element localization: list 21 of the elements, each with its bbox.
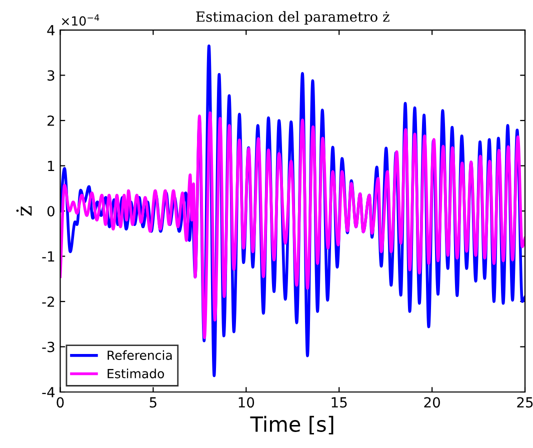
- y-tick-label: 1: [48, 160, 54, 172]
- x-tick-label: 10: [238, 397, 254, 408]
- x-tick-label: 20: [424, 397, 440, 408]
- x-tick-label: 25: [517, 397, 533, 408]
- legend-label: Estimado: [108, 368, 164, 378]
- y-tick-label: -2: [42, 296, 54, 307]
- y-tick-label: 3: [48, 70, 54, 81]
- x-axis-title: Time [s]: [250, 416, 334, 434]
- y-tick-label: -3: [42, 342, 54, 352]
- y-tick-label: -1: [42, 251, 54, 262]
- legend-label: Referencia: [108, 350, 172, 360]
- x-tick-label: 5: [150, 397, 156, 408]
- chart-title: Estimacion del parametro ż: [196, 11, 390, 25]
- y-tick-label: 4: [47, 25, 55, 36]
- y-tick-label: -4: [42, 387, 55, 398]
- y-axis-title: ż: [16, 206, 32, 216]
- y-tick-label: 2: [48, 115, 54, 126]
- text: ×10$^{−4}$: [62, 14, 100, 26]
- x-tick-label: 15: [332, 397, 347, 408]
- y-tick-label: 0: [47, 206, 54, 216]
- x-tick-label: 0: [56, 397, 64, 408]
